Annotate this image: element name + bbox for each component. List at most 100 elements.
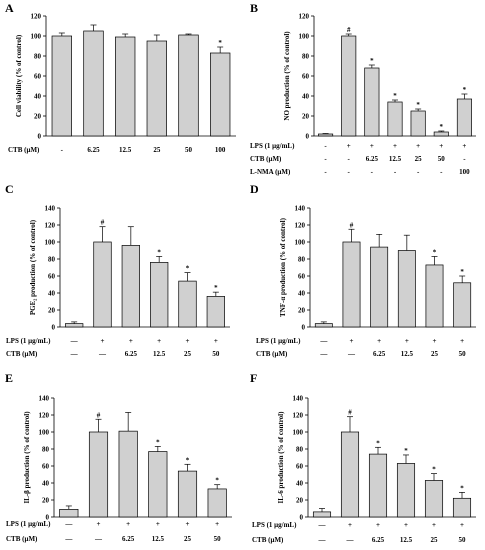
y-tick-label: 80	[48, 256, 56, 264]
significance-mark: *	[376, 439, 380, 447]
panel-a: A 0 20 40 60 80 100 120 Cell viability (% of con…	[5, 1, 236, 154]
y-tick-label: 100	[295, 239, 306, 247]
bar	[210, 52, 231, 137]
condition-cell: 50	[438, 155, 446, 163]
condition-cell: +	[156, 520, 160, 528]
significance-mark: #	[350, 221, 354, 229]
bar	[410, 110, 426, 137]
bar	[148, 451, 168, 518]
y-tick-label: 0	[46, 514, 50, 522]
condition-cell: 100	[215, 146, 226, 154]
significance-mark: *	[218, 39, 222, 47]
y-tick-label: 140	[295, 205, 306, 213]
panel-label: B	[250, 1, 258, 15]
significance-mark: *	[186, 265, 190, 273]
y-tick-label: 40	[48, 290, 56, 298]
condition-cell: 12.5	[389, 155, 402, 163]
bar	[93, 241, 112, 328]
condition-cell: 12.5	[400, 536, 413, 544]
bar	[118, 430, 138, 518]
condition-row-label: LPS (1 μg/mL)	[250, 142, 295, 150]
significance-mark: #	[347, 26, 351, 34]
condition-cell: +	[97, 520, 101, 528]
condition-cell: 25	[153, 146, 161, 154]
significance-mark: *	[432, 466, 436, 474]
panel-label: A	[5, 1, 14, 15]
condition-cell: +	[214, 337, 218, 345]
condition-row-label: CTB (μM)	[8, 146, 40, 154]
bar	[370, 246, 389, 328]
condition-cell: 6.25	[122, 535, 135, 543]
condition-cell: -	[61, 146, 64, 154]
bar	[88, 431, 109, 518]
bar	[318, 133, 334, 137]
condition-cell: +	[433, 337, 437, 345]
condition-cell: —	[94, 535, 103, 543]
bar	[453, 282, 472, 328]
y-tick-label: 140	[45, 205, 56, 213]
bar	[456, 98, 472, 137]
y-tick-label: 140	[39, 395, 50, 403]
bar	[114, 36, 136, 137]
significance-mark: *	[393, 92, 397, 100]
condition-cell: +	[215, 520, 219, 528]
condition-cell: -	[417, 168, 420, 176]
y-tick-label: 40	[296, 480, 304, 488]
condition-cell: 6.25	[366, 155, 379, 163]
bar	[150, 262, 169, 328]
condition-cell: —	[70, 337, 79, 345]
y-tick-label: 20	[298, 307, 306, 315]
y-tick-label: 100	[31, 33, 42, 41]
condition-cell: 6.25	[372, 536, 385, 544]
condition-cell: 25	[184, 535, 192, 543]
condition-cell: —	[64, 535, 73, 543]
condition-cell: 25	[415, 155, 423, 163]
panel-d: D 0 20 40 60 80 100 120 140 TNF-α production (% o…	[250, 182, 476, 358]
panel-c: C 0 20 40 60 80 100 120 140 PGE₂ production (% of…	[5, 182, 230, 358]
y-tick-label: 140	[293, 395, 304, 403]
condition-cell: +	[460, 521, 464, 529]
y-tick-label: 120	[39, 412, 50, 420]
condition-cell: +	[370, 142, 374, 150]
condition-cell: 6.25	[125, 350, 138, 358]
condition-cell: +	[439, 142, 443, 150]
condition-cell: +	[460, 337, 464, 345]
bar	[51, 35, 72, 137]
y-tick-label: 100	[293, 429, 304, 437]
bar	[83, 30, 104, 137]
bar	[146, 40, 167, 137]
condition-row-label: CTB (μM)	[6, 535, 38, 543]
condition-cell: +	[377, 337, 381, 345]
bar	[433, 131, 449, 137]
significance-mark: #	[97, 411, 101, 419]
significance-mark: *	[433, 248, 437, 256]
condition-cell: —	[347, 350, 356, 358]
y-tick-label: 20	[42, 497, 50, 505]
significance-mark: #	[348, 409, 352, 417]
condition-cell: 50	[185, 146, 193, 154]
bar	[121, 245, 140, 328]
condition-cell: -	[394, 168, 397, 176]
y-tick-label: 120	[31, 13, 42, 21]
condition-row-label: CTB (μM)	[6, 350, 38, 358]
condition-row-label: LPS (1 μg/mL)	[6, 520, 51, 528]
y-tick-label: 0	[306, 133, 310, 141]
y-tick-label: 60	[34, 73, 42, 81]
y-tick-label: 120	[45, 222, 56, 230]
bar	[177, 470, 198, 518]
y-tick-label: 80	[34, 53, 42, 61]
condition-cell: +	[186, 337, 190, 345]
condition-cell: —	[64, 520, 73, 528]
condition-cell: -	[324, 142, 327, 150]
y-tick-label: 100	[299, 33, 310, 41]
condition-cell: —	[318, 521, 327, 529]
bar	[341, 35, 357, 137]
y-tick-label: 20	[302, 113, 310, 121]
y-tick-label: 40	[42, 480, 50, 488]
y-tick-label: 100	[45, 239, 56, 247]
condition-row-label: CTB (μM)	[256, 350, 288, 358]
condition-cell: 12.5	[119, 146, 132, 154]
bar	[65, 323, 84, 328]
condition-row-label: LPS (1 μg/mL)	[256, 337, 301, 345]
bar	[397, 250, 416, 328]
